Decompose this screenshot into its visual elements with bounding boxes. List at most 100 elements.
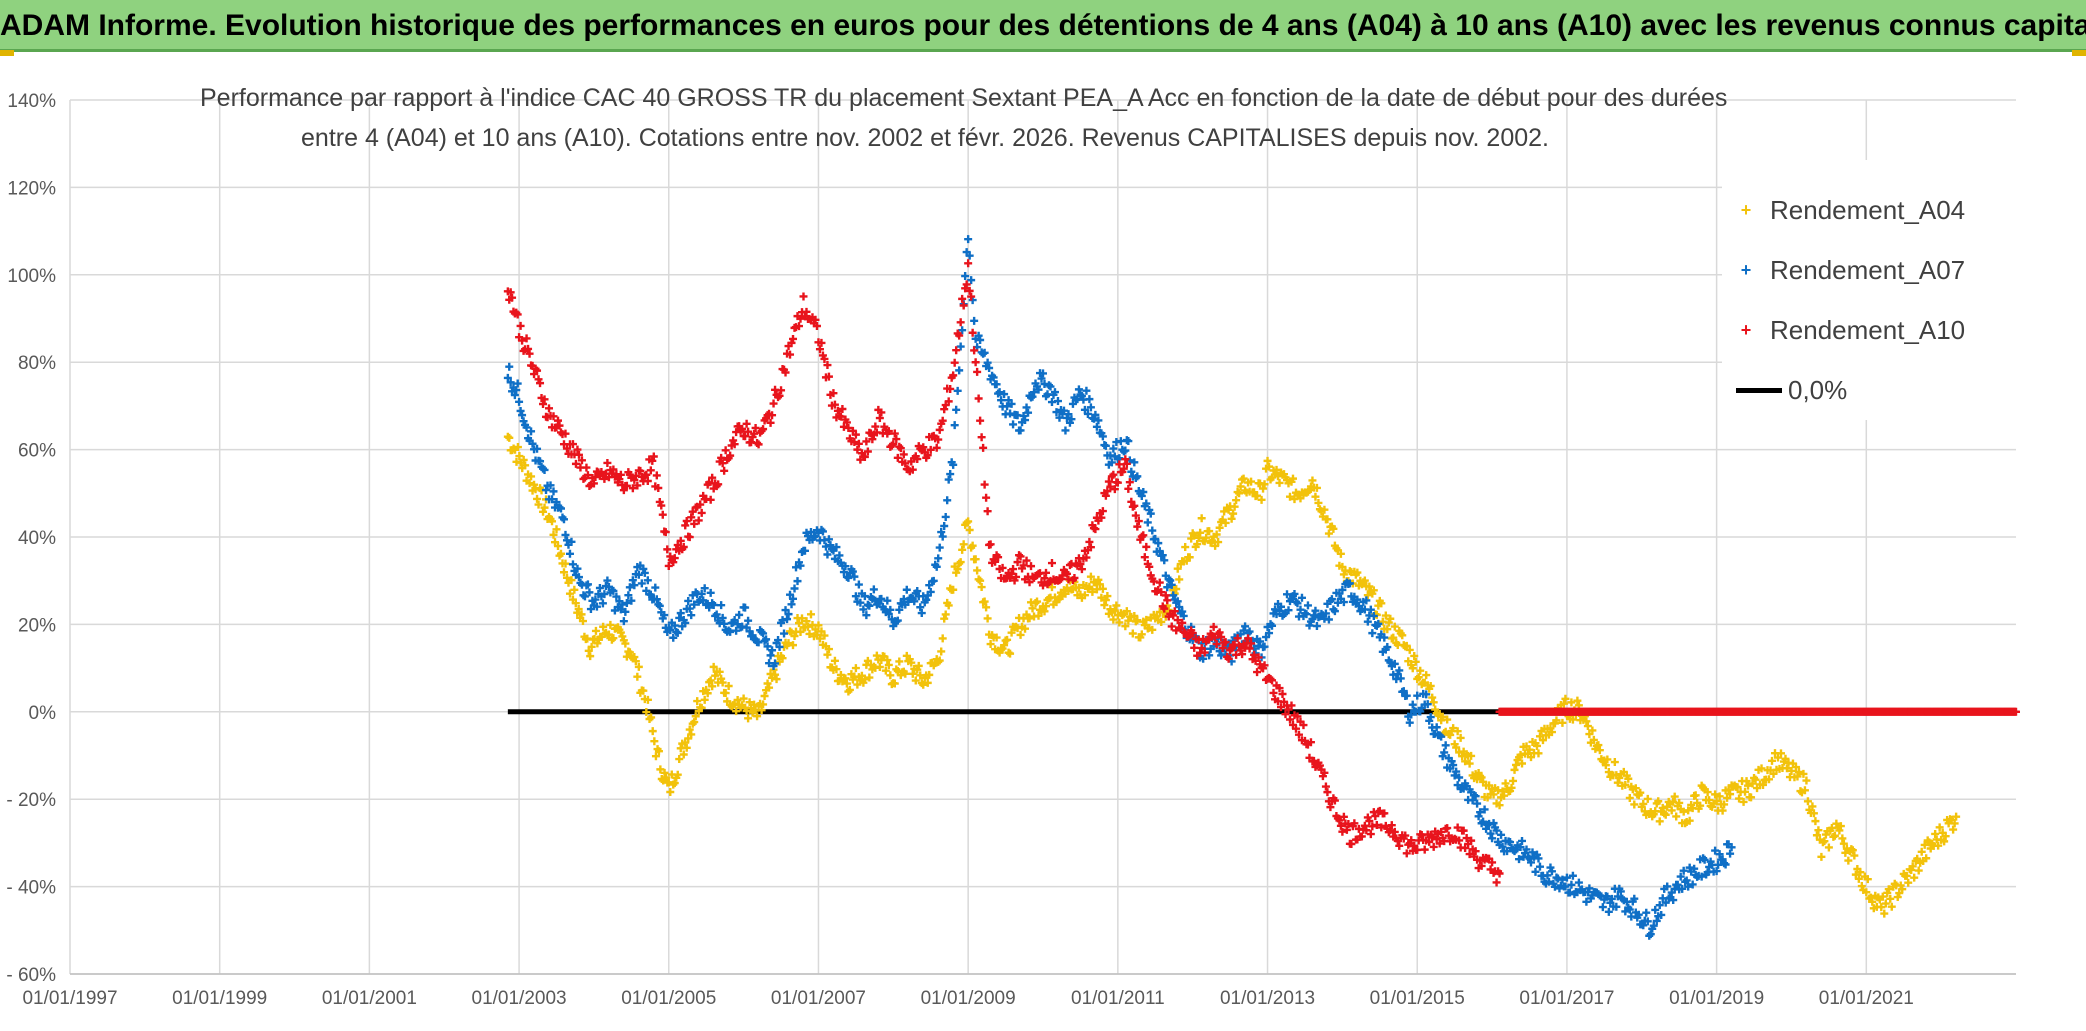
data-point (726, 451, 735, 460)
data-point (1339, 598, 1348, 607)
data-point (1547, 867, 1556, 876)
data-point (1423, 700, 1432, 709)
data-point (1712, 797, 1721, 806)
data-point (583, 580, 592, 589)
data-point (800, 546, 809, 555)
data-point (1407, 836, 1416, 845)
data-point (754, 440, 763, 449)
data-point (1410, 651, 1419, 660)
data-point (1405, 645, 1414, 654)
data-point (1294, 730, 1303, 739)
plus-marker-icon: + (1740, 199, 1752, 220)
data-point (976, 416, 985, 425)
data-point (1812, 831, 1821, 840)
data-point (630, 475, 639, 484)
data-point (730, 616, 739, 625)
data-point (1527, 858, 1535, 867)
data-point (1100, 601, 1109, 610)
data-point (1101, 596, 1110, 605)
data-point (654, 600, 663, 609)
data-point (1338, 827, 1347, 836)
data-point (1538, 736, 1547, 745)
data-point (992, 380, 1001, 389)
data-point (1380, 809, 1389, 818)
data-point (1040, 607, 1049, 616)
data-point (1030, 388, 1039, 397)
data-point (1091, 525, 1100, 534)
data-point (956, 558, 965, 567)
data-point (1522, 845, 1531, 854)
data-point (841, 674, 850, 683)
data-point (1330, 796, 1339, 805)
data-point (1154, 539, 1163, 548)
data-point (690, 600, 699, 609)
data-point (944, 601, 953, 610)
data-point (884, 427, 893, 436)
data-point (1898, 885, 1907, 894)
data-point (1188, 629, 1197, 638)
data-point (786, 590, 795, 599)
data-point (656, 765, 665, 774)
data-point (959, 301, 968, 310)
data-point (823, 650, 832, 659)
data-point (1146, 509, 1155, 518)
data-point (902, 585, 911, 594)
data-point (799, 292, 808, 301)
data-point (540, 465, 549, 474)
data-point (567, 576, 576, 585)
data-point (938, 416, 947, 425)
data-point (609, 634, 618, 643)
data-point (1247, 639, 1256, 648)
data-point (744, 714, 753, 723)
data-point (1245, 644, 1254, 653)
data-point (527, 427, 536, 436)
data-point (1110, 485, 1119, 494)
data-point (886, 671, 895, 680)
data-point (789, 334, 798, 343)
data-point (1949, 825, 1958, 834)
data-point (844, 687, 853, 696)
data-point (1509, 776, 1518, 785)
data-point (1336, 549, 1345, 558)
data-point (549, 530, 558, 539)
data-point (893, 616, 902, 625)
data-point (1106, 482, 1115, 491)
data-point (1405, 718, 1414, 727)
data-point (1802, 776, 1811, 785)
data-point (1016, 552, 1025, 561)
data-point (771, 659, 780, 668)
data-point (959, 540, 968, 549)
data-point (687, 513, 696, 522)
data-point (1205, 651, 1214, 660)
data-point (977, 433, 986, 442)
data-point (1212, 640, 1221, 649)
data-point (820, 354, 829, 363)
data-point (1362, 826, 1371, 835)
data-point (1130, 611, 1139, 620)
data-point (1411, 657, 1420, 666)
data-point (1459, 826, 1468, 835)
data-point (513, 310, 522, 319)
data-point (687, 611, 696, 620)
data-point (1582, 897, 1591, 906)
data-point (603, 458, 612, 467)
data-point (1181, 543, 1190, 552)
data-point (896, 444, 905, 453)
data-point (1311, 492, 1320, 501)
data-point (1782, 764, 1791, 773)
data-point (1684, 806, 1693, 815)
data-point (784, 610, 793, 619)
data-point (1811, 817, 1820, 826)
data-point (759, 425, 768, 434)
data-point (708, 473, 717, 482)
data-point (1561, 882, 1570, 891)
chart-title-line1: Performance par rapport à l'indice CAC 4… (200, 84, 1728, 112)
data-point (1462, 834, 1471, 843)
legend-item-a04: + Rendement_A04 (1722, 190, 1965, 230)
data-point (1437, 732, 1446, 741)
data-point (1881, 899, 1890, 908)
data-point (841, 562, 850, 571)
data-point (983, 507, 992, 516)
data-point (980, 597, 989, 606)
data-point (673, 770, 682, 779)
